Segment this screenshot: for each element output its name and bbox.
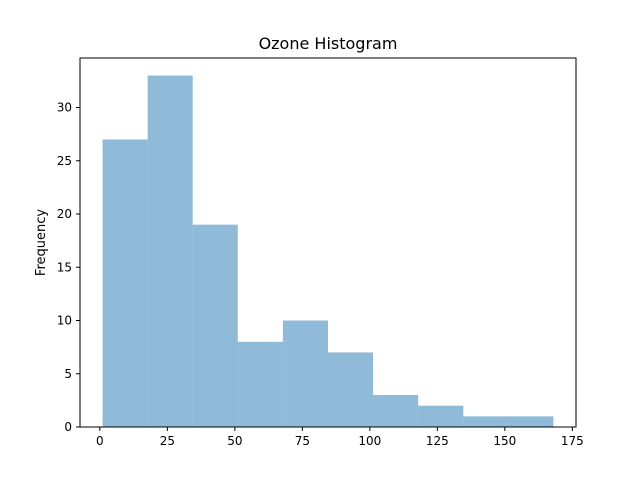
histogram-bar [418, 405, 464, 427]
x-tick-label: 0 [96, 434, 104, 448]
histogram-bar [373, 395, 419, 427]
y-axis-label: Frequency [34, 209, 49, 276]
histogram-bar [463, 416, 509, 427]
y-tick-label: 15 [57, 260, 72, 274]
y-tick-label: 0 [64, 420, 72, 434]
histogram-bar [192, 224, 238, 427]
histogram-bar [508, 416, 554, 427]
y-tick-label: 5 [64, 367, 72, 381]
histogram-bar [282, 320, 328, 427]
histogram-bar [102, 139, 148, 427]
y-tick-label: 20 [57, 207, 72, 221]
histogram-bar [147, 75, 193, 428]
x-tick-label: 100 [358, 434, 381, 448]
y-tick-label: 25 [57, 154, 72, 168]
x-tick-label: 125 [426, 434, 449, 448]
bars-group [102, 75, 554, 428]
x-axis: 0 25 50 75 100 125 150 175 [96, 427, 584, 448]
y-tick-label: 30 [57, 101, 72, 115]
y-tick-label: 10 [57, 314, 72, 328]
x-tick-label: 50 [227, 434, 242, 448]
plot-frame [79, 57, 577, 428]
x-tick-label: 175 [561, 434, 584, 448]
histogram-bar [328, 352, 374, 427]
y-axis: 0 5 10 15 20 25 30 [57, 101, 80, 434]
x-tick-label: 25 [160, 434, 175, 448]
x-tick-label: 150 [493, 434, 516, 448]
histogram-bar [237, 341, 283, 427]
chart-title: Ozone Histogram [259, 34, 398, 53]
x-tick-label: 75 [295, 434, 310, 448]
